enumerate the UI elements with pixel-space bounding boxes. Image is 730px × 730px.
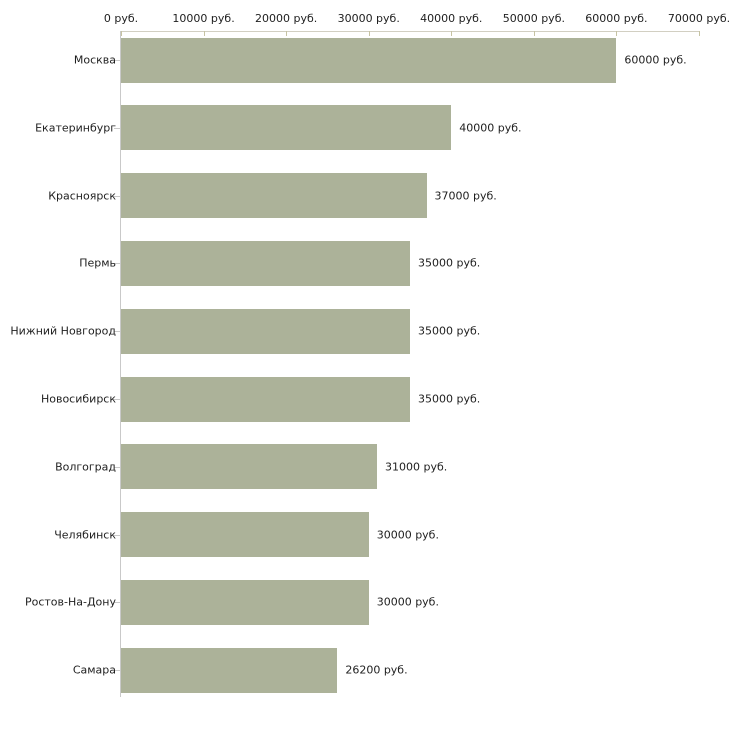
x-axis-tick-mark — [203, 31, 205, 36]
bar-ростов-на-дону — [121, 579, 369, 625]
bar-самара — [121, 647, 338, 693]
category-tick-mark — [114, 602, 120, 604]
bar-челябинск — [121, 512, 369, 558]
x-axis-tick-label: 40000 руб. — [420, 12, 483, 25]
category-label: Москва — [73, 53, 116, 67]
x-axis-tick-label: 10000 руб. — [172, 12, 235, 25]
category-tick-mark — [114, 60, 120, 61]
category-label: Екатеринбург — [35, 121, 116, 135]
value-label: 30000 руб. — [376, 528, 439, 542]
bar-екатеринбург — [121, 105, 452, 151]
bar-москва — [121, 37, 617, 83]
category-tick-mark — [114, 331, 120, 333]
category-tick-mark — [114, 534, 120, 536]
value-label: 37000 руб. — [434, 189, 497, 203]
x-axis-tick-label: 60000 руб. — [585, 12, 648, 25]
category-label: Самара — [72, 663, 116, 677]
x-axis-tick-mark — [368, 31, 370, 36]
bar-волгоград — [121, 444, 377, 490]
bar-нижний-новгород — [121, 308, 410, 354]
category-tick-mark — [114, 127, 120, 129]
x-axis-tick-mark — [121, 31, 122, 36]
bar-пермь — [121, 240, 410, 286]
value-label: 40000 руб. — [459, 121, 522, 135]
category-label: Новосибирск — [40, 392, 116, 406]
category-label: Пермь — [79, 256, 116, 270]
x-axis-tick-label: 0 руб. — [103, 12, 139, 25]
x-axis-tick-label: 30000 руб. — [337, 12, 400, 25]
value-label: 26200 руб. — [345, 663, 408, 677]
x-axis-line — [121, 31, 699, 32]
category-label: Челябинск — [54, 528, 116, 542]
x-axis-tick-mark — [533, 31, 535, 36]
x-axis-tick-label: 20000 руб. — [255, 12, 318, 25]
category-tick-mark — [114, 399, 120, 400]
category-label: Волгоград — [55, 460, 116, 474]
x-axis-tick-mark — [451, 31, 453, 36]
category-label: Красноярск — [48, 189, 116, 203]
value-label: 31000 руб. — [384, 460, 448, 474]
category-label: Нижний Новгород — [10, 324, 116, 338]
x-axis-tick-label: 50000 руб. — [502, 12, 565, 25]
value-label: 35000 руб. — [418, 256, 481, 270]
y-axis-line — [120, 31, 121, 697]
category-tick-mark — [114, 263, 120, 265]
x-axis-tick-mark — [616, 31, 618, 36]
x-axis-tick-mark — [699, 31, 700, 36]
bar-новосибирск — [121, 376, 410, 422]
x-axis-tick-label: 70000 руб. — [667, 12, 730, 25]
value-label: 35000 руб. — [418, 392, 481, 406]
category-tick-mark — [114, 670, 120, 672]
category-label: Ростов-На-Дону — [24, 595, 116, 609]
value-label: 30000 руб. — [376, 595, 439, 609]
value-label: 35000 руб. — [418, 324, 481, 338]
value-label: 60000 руб. — [624, 53, 687, 67]
x-axis-tick-mark — [286, 31, 288, 36]
category-tick-mark — [114, 466, 120, 468]
bar-красноярск — [121, 173, 427, 219]
category-tick-mark — [114, 195, 120, 197]
